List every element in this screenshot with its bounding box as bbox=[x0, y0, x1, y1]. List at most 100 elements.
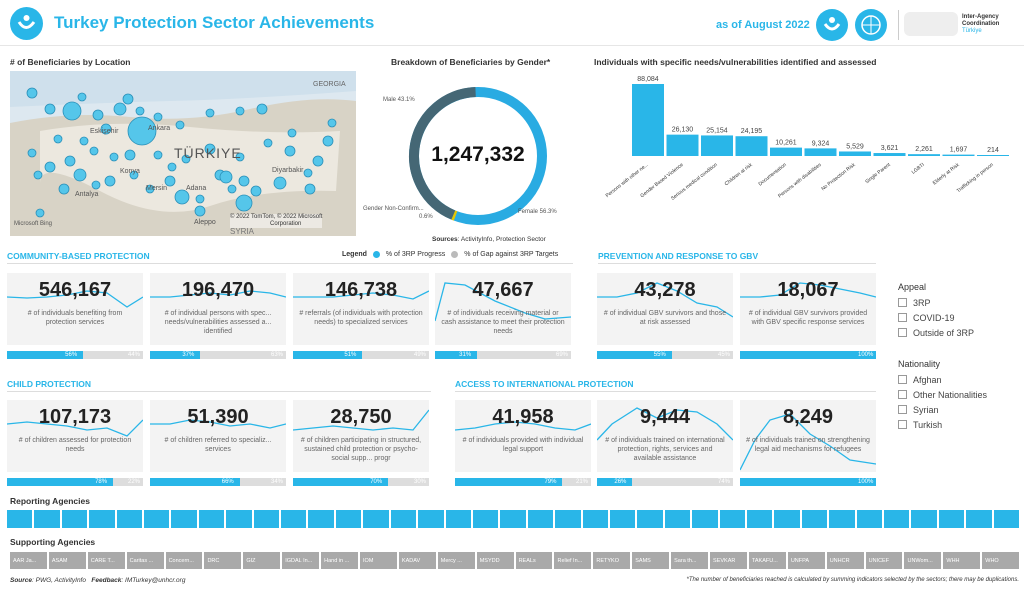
location-bubble[interactable] bbox=[235, 194, 253, 212]
reporting-agency-tile[interactable] bbox=[144, 510, 170, 528]
supporting-agency-tile[interactable]: WHH bbox=[943, 552, 981, 569]
supporting-agency-tile[interactable]: Mercy ... bbox=[437, 552, 475, 569]
reporting-agency-tile[interactable] bbox=[253, 510, 280, 528]
supporting-agency-tile[interactable]: RETYKO bbox=[593, 552, 631, 569]
reporting-agency-tile[interactable] bbox=[555, 510, 581, 528]
kpi-card[interactable]: 43,278 # of individual GBV survivors and… bbox=[597, 273, 733, 345]
reporting-agency-tile[interactable] bbox=[198, 510, 225, 528]
reporting-agency-tile[interactable] bbox=[719, 510, 745, 528]
reporting-agency-tile[interactable] bbox=[61, 510, 88, 528]
location-bubble[interactable] bbox=[181, 154, 191, 164]
filter-afghan[interactable]: Afghan bbox=[898, 372, 987, 387]
supporting-agency-tile[interactable]: KADAV bbox=[398, 552, 436, 569]
location-bubble[interactable] bbox=[205, 108, 215, 118]
reporting-agency-tile[interactable] bbox=[582, 510, 608, 528]
location-bubble[interactable] bbox=[256, 103, 268, 115]
location-bubble[interactable] bbox=[62, 101, 82, 121]
reporting-agency-tile[interactable] bbox=[884, 510, 910, 528]
location-bubble[interactable] bbox=[73, 168, 87, 182]
bar[interactable] bbox=[701, 135, 733, 156]
location-bubble[interactable] bbox=[113, 102, 127, 116]
kpi-card[interactable]: 28,750 # of children participating in st… bbox=[293, 400, 429, 472]
kpi-card[interactable]: 546,167 # of individuals benefiting from… bbox=[7, 273, 143, 345]
location-bubble[interactable] bbox=[58, 183, 70, 195]
location-bubble[interactable] bbox=[135, 106, 145, 116]
supporting-agency-tile[interactable]: IOM bbox=[360, 552, 397, 569]
supporting-agency-tile[interactable]: Concern... bbox=[165, 552, 203, 569]
reporting-agency-tile[interactable] bbox=[746, 510, 773, 528]
location-bubble[interactable] bbox=[89, 146, 99, 156]
bar[interactable] bbox=[735, 136, 768, 156]
supporting-agency-tile[interactable]: Hand in ... bbox=[321, 552, 359, 569]
location-bubble[interactable] bbox=[64, 155, 76, 167]
location-bubble[interactable] bbox=[44, 161, 56, 173]
footer-feedback-text[interactable]: : IMTurkey@unhcr.org bbox=[121, 577, 186, 584]
supporting-agency-tile[interactable]: AAR Ja... bbox=[10, 552, 47, 569]
reporting-agency-tile[interactable] bbox=[829, 510, 855, 528]
location-bubble[interactable] bbox=[124, 149, 136, 161]
location-bubble[interactable] bbox=[33, 170, 43, 180]
location-bubble[interactable] bbox=[227, 184, 237, 194]
supporting-agency-tile[interactable]: SEVKAR bbox=[710, 552, 747, 569]
location-bubble[interactable] bbox=[194, 205, 206, 217]
filter-turkish[interactable]: Turkish bbox=[898, 417, 987, 432]
location-bubble[interactable] bbox=[26, 87, 38, 99]
filter-3rp[interactable]: 3RP bbox=[898, 295, 974, 310]
supporting-agency-tile[interactable]: ASAM bbox=[48, 552, 86, 569]
bar[interactable] bbox=[839, 151, 871, 156]
reporting-agency-tile[interactable] bbox=[171, 510, 197, 528]
filter-other-nat[interactable]: Other Nationalities bbox=[898, 387, 987, 402]
location-bubble[interactable] bbox=[104, 175, 116, 187]
location-bubble[interactable] bbox=[235, 106, 245, 116]
location-bubble[interactable] bbox=[79, 136, 89, 146]
filter-covid[interactable]: COVID-19 bbox=[898, 310, 974, 325]
bar[interactable] bbox=[770, 147, 802, 156]
bar[interactable] bbox=[666, 134, 699, 156]
location-bubble[interactable] bbox=[44, 103, 56, 115]
location-bubble[interactable] bbox=[100, 123, 112, 135]
location-bubble[interactable] bbox=[77, 92, 87, 102]
location-bubble[interactable] bbox=[175, 120, 185, 130]
location-bubble[interactable] bbox=[167, 162, 177, 172]
location-bubble[interactable] bbox=[153, 112, 163, 122]
location-bubble[interactable] bbox=[129, 170, 139, 180]
location-bubble[interactable] bbox=[312, 155, 324, 167]
supporting-agency-tile[interactable]: CARE T... bbox=[87, 552, 125, 569]
reporting-agency-tile[interactable] bbox=[363, 510, 389, 528]
reporting-agency-tile[interactable] bbox=[7, 510, 33, 528]
reporting-agency-tile[interactable] bbox=[774, 510, 800, 528]
kpi-card[interactable]: 18,067 # of individual GBV survivors pro… bbox=[740, 273, 876, 345]
location-bubble[interactable] bbox=[153, 150, 163, 160]
location-bubble[interactable] bbox=[303, 168, 313, 178]
location-bubble[interactable] bbox=[284, 145, 296, 157]
reporting-agency-tile[interactable] bbox=[527, 510, 554, 528]
reporting-agency-tile[interactable] bbox=[609, 510, 636, 528]
bar[interactable] bbox=[908, 154, 940, 156]
location-bubble[interactable] bbox=[250, 185, 262, 197]
location-bubble[interactable] bbox=[35, 208, 45, 218]
location-bubble[interactable] bbox=[92, 109, 104, 121]
kpi-card[interactable]: 196,470 # of individual persons with spe… bbox=[150, 273, 286, 345]
supporting-agency-tile[interactable]: TAKAFU... bbox=[748, 552, 786, 569]
kpi-card[interactable]: 51,390 # of children referred to special… bbox=[150, 400, 286, 472]
reporting-agency-tile[interactable] bbox=[472, 510, 499, 528]
supporting-agency-tile[interactable]: IGDAL In... bbox=[282, 552, 320, 569]
filter-syrian[interactable]: Syrian bbox=[898, 402, 987, 417]
kpi-card[interactable]: 9,444 # of individuals trained on intern… bbox=[597, 400, 733, 472]
filter-outside-3rp[interactable]: Outside of 3RP bbox=[898, 325, 974, 340]
supporting-agency-tile[interactable]: UNWom... bbox=[904, 552, 942, 569]
beneficiaries-map[interactable]: GEORGIA TÜRKIYE Ankara Eskişehir Antalya… bbox=[10, 71, 356, 236]
location-bubble[interactable] bbox=[235, 152, 245, 162]
supporting-agency-tile[interactable]: UNFPA bbox=[787, 552, 825, 569]
location-bubble[interactable] bbox=[304, 183, 316, 195]
supporting-agency-tile[interactable]: UNICEF bbox=[865, 552, 903, 569]
reporting-agency-tile[interactable] bbox=[335, 510, 362, 528]
kpi-card[interactable]: 8,249 # of individuals trained on streng… bbox=[740, 400, 876, 472]
reporting-agency-tile[interactable] bbox=[637, 510, 663, 528]
kpi-card[interactable]: 41,958 # of individuals provided with in… bbox=[455, 400, 591, 472]
location-bubble[interactable] bbox=[91, 180, 101, 190]
reporting-agency-tile[interactable] bbox=[34, 510, 60, 528]
bar[interactable] bbox=[804, 148, 837, 156]
reporting-agency-tile[interactable] bbox=[856, 510, 882, 528]
supporting-agency-tile[interactable]: SAMS bbox=[632, 552, 670, 569]
